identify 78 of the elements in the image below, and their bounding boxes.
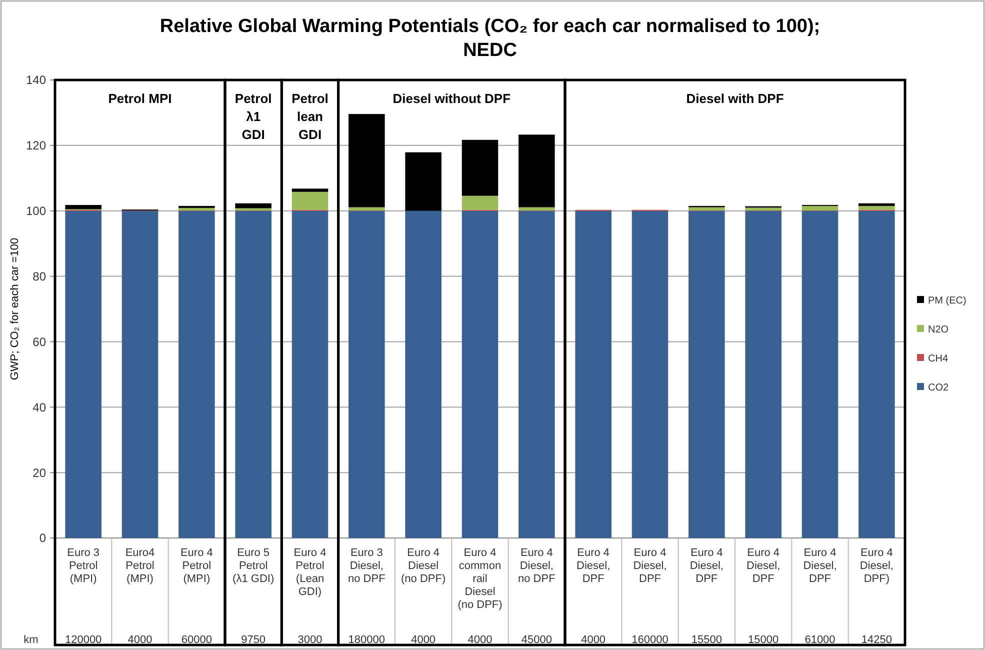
y-tick-label: 40	[32, 400, 46, 414]
bar	[292, 210, 328, 538]
text: 160000	[632, 634, 668, 646]
x-tick-label: Euro 4 Diesel, no DPF	[518, 547, 556, 585]
y-tick-label: 60	[32, 334, 46, 349]
x-tick-label: Euro 3 Diesel, no DPF	[348, 547, 386, 585]
text: 15000	[748, 634, 779, 646]
bar	[348, 114, 385, 208]
text: 4000	[411, 634, 436, 646]
text: 9750	[241, 634, 266, 646]
x-tick-label: Euro 4 Diesel, DPF	[803, 547, 837, 585]
bar	[802, 210, 838, 538]
legend-label: PM (EC)	[928, 296, 966, 306]
bar	[348, 207, 385, 211]
text: Diesel without DPF	[392, 91, 511, 106]
legend-label: N2O	[928, 324, 949, 336]
text: 3000	[298, 634, 322, 646]
bar	[405, 210, 442, 538]
text: 180000	[348, 634, 386, 646]
bar	[858, 206, 895, 210]
bar	[802, 206, 838, 211]
text: 4000	[468, 634, 492, 646]
y-tick-label: 140	[26, 73, 46, 88]
bar	[575, 210, 612, 538]
bar	[632, 210, 668, 538]
y-tick-label: 100	[26, 204, 46, 218]
x-tick-label: Euro 3 Petrol (MPI)	[67, 547, 100, 585]
text: 61000	[804, 634, 836, 646]
bar	[462, 210, 498, 538]
y-tick-label: 80	[32, 269, 46, 284]
bar	[745, 208, 782, 211]
y-tick-label: 20	[32, 466, 46, 480]
bar	[688, 207, 725, 211]
x-tick-label: Euro 4 Diesel (no DPF)	[401, 547, 446, 585]
y-axis-title: GWP; CO₂ for each car =100	[9, 238, 21, 380]
text: 120000	[64, 634, 102, 646]
text: Diesel with DPF	[686, 91, 784, 106]
text: 14250	[861, 634, 892, 646]
text: 45000	[521, 634, 552, 646]
bar	[462, 140, 498, 196]
bar	[688, 210, 725, 538]
bar	[518, 210, 555, 538]
bar	[348, 210, 385, 538]
text: 4000	[581, 634, 606, 646]
text: 15500	[691, 634, 722, 646]
bar	[235, 208, 272, 211]
bar	[292, 192, 328, 210]
y-tick-label: 0	[39, 531, 46, 546]
bar	[858, 210, 895, 538]
x-tick-label: Euro 4 Diesel, DPF	[576, 547, 610, 585]
x-tick-label: Euro 4 Diesel, DPF)	[860, 547, 894, 585]
bar	[745, 210, 782, 538]
x-tick-label: Euro4 Petrol (MPI)	[125, 547, 155, 585]
bar	[462, 196, 498, 210]
legend-label: CH4	[928, 354, 948, 364]
x-tick-label: Euro 4 Petrol (Lean GDI)	[294, 547, 326, 598]
x-tick-label: Euro 4 Diesel, DPF	[690, 547, 724, 585]
bar	[235, 203, 272, 208]
legend-label: CO2	[928, 382, 949, 394]
bar	[518, 207, 555, 211]
bar	[858, 203, 895, 206]
bar	[292, 188, 328, 192]
x-tick-label: Euro 4 Petrol (MPI)	[180, 547, 213, 585]
text: Petrol λ1 GDI	[234, 91, 272, 142]
x-tick-label: Euro 4 Diesel, DPF	[633, 547, 667, 585]
text: Petrol lean GDI	[292, 91, 328, 142]
x-tick-label: Euro 4 common rail Diesel (no DPF)	[458, 547, 502, 611]
text: 4000	[128, 634, 152, 646]
text: Petrol MPI	[108, 91, 172, 106]
text: 60000	[181, 634, 212, 646]
x-tick-label: Euro 4 Diesel, DPF	[746, 547, 780, 585]
text: km	[24, 634, 38, 646]
bar	[235, 210, 272, 538]
y-tick-label: 120	[26, 138, 46, 153]
bar	[518, 134, 555, 208]
x-tick-label: Euro 5 Petrol (λ1 GDI)	[232, 547, 274, 585]
text: Relative Global Warming Potentials (CO₂ for each car normalised to 100); NEDC	[160, 16, 820, 61]
bar	[405, 152, 442, 211]
